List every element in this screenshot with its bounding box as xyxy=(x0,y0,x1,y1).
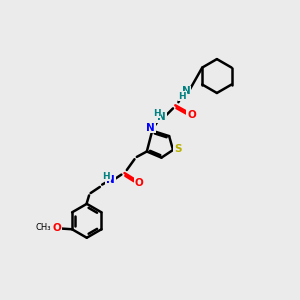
Text: H: H xyxy=(102,172,110,181)
Text: N: N xyxy=(157,112,166,122)
Text: N: N xyxy=(182,86,190,96)
Text: H: H xyxy=(153,109,160,118)
Text: N: N xyxy=(146,123,155,133)
Text: CH₃: CH₃ xyxy=(35,223,51,232)
Text: H: H xyxy=(178,92,186,100)
Text: S: S xyxy=(174,144,182,154)
Text: N: N xyxy=(106,175,115,185)
Text: O: O xyxy=(52,223,61,233)
Text: O: O xyxy=(187,110,196,120)
Text: O: O xyxy=(135,178,143,188)
